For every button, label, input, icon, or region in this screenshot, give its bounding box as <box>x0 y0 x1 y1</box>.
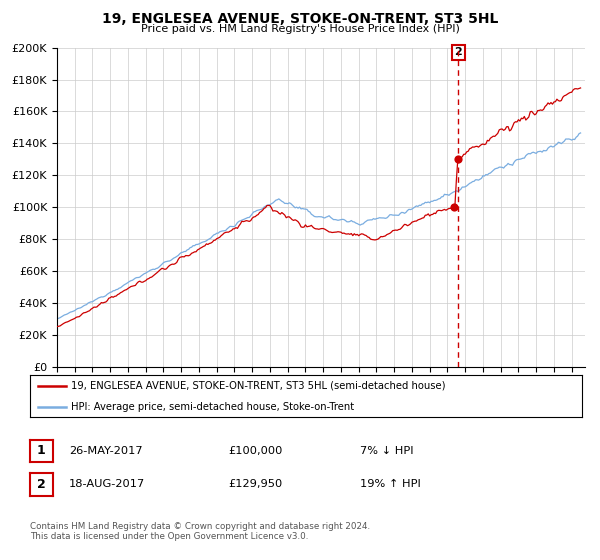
Text: 19, ENGLESEA AVENUE, STOKE-ON-TRENT, ST3 5HL: 19, ENGLESEA AVENUE, STOKE-ON-TRENT, ST3… <box>102 12 498 26</box>
Text: Price paid vs. HM Land Registry's House Price Index (HPI): Price paid vs. HM Land Registry's House … <box>140 24 460 34</box>
Text: 2: 2 <box>455 48 463 57</box>
Text: 2: 2 <box>37 478 46 491</box>
Text: £100,000: £100,000 <box>228 446 283 456</box>
Text: 18-AUG-2017: 18-AUG-2017 <box>69 479 145 489</box>
Point <box>449 203 459 212</box>
Point <box>454 155 463 164</box>
Text: 1: 1 <box>37 444 46 458</box>
Text: 19, ENGLESEA AVENUE, STOKE-ON-TRENT, ST3 5HL (semi-detached house): 19, ENGLESEA AVENUE, STOKE-ON-TRENT, ST3… <box>71 381 446 391</box>
Text: 19% ↑ HPI: 19% ↑ HPI <box>360 479 421 489</box>
Text: 7% ↓ HPI: 7% ↓ HPI <box>360 446 413 456</box>
Text: £129,950: £129,950 <box>228 479 282 489</box>
Text: 26-MAY-2017: 26-MAY-2017 <box>69 446 143 456</box>
Text: Contains HM Land Registry data © Crown copyright and database right 2024.
This d: Contains HM Land Registry data © Crown c… <box>30 522 370 542</box>
Text: HPI: Average price, semi-detached house, Stoke-on-Trent: HPI: Average price, semi-detached house,… <box>71 402 355 412</box>
